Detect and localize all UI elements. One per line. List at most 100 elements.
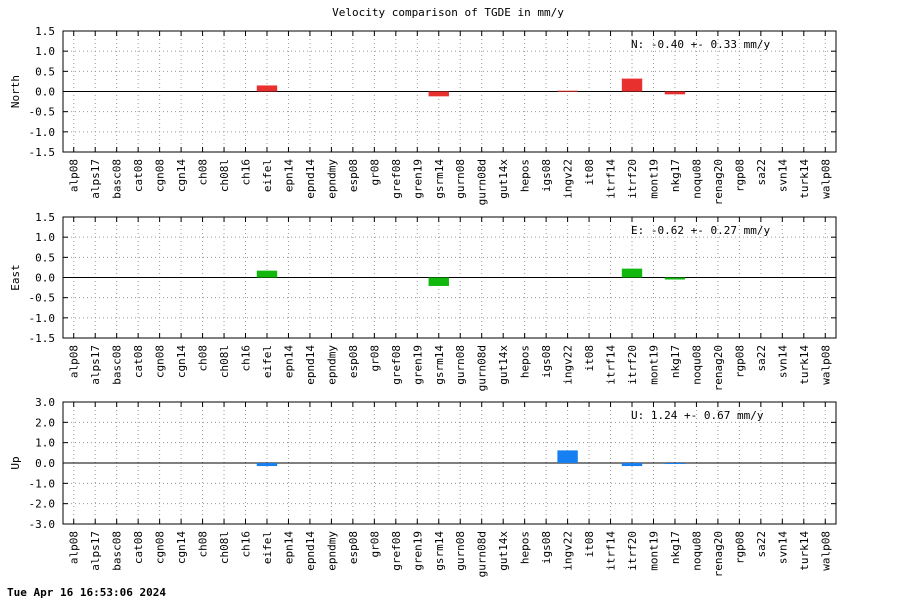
plot-frame: [62, 216, 837, 339]
category-label: epnd14: [304, 345, 317, 385]
bar-eifel: [256, 85, 278, 92]
y-axis-label-up: Up: [9, 456, 22, 469]
category-label: turk14: [798, 159, 811, 199]
category-label: ch08: [197, 345, 210, 372]
category-label: ch08l: [218, 159, 231, 192]
y-tick-label: 0.0: [35, 272, 55, 285]
y-tick-label: 1.0: [35, 231, 55, 244]
category-label: igs08: [540, 159, 553, 192]
y-tick-label: 2.0: [35, 416, 55, 429]
category-label: gut14x: [497, 159, 510, 199]
y-tick-label: -1.5: [29, 332, 56, 345]
y-tick-label: -2.0: [29, 498, 56, 511]
y-tick-label: -1.5: [29, 146, 56, 159]
category-label: walp08: [819, 531, 832, 571]
category-label: esp08: [347, 345, 360, 378]
category-label: cat08: [132, 531, 145, 564]
category-label: sa22: [755, 345, 768, 372]
bar-itrf20: [621, 463, 643, 467]
category-label: rgp08: [733, 345, 746, 378]
category-label: gref08: [390, 159, 403, 199]
y-tick-label: 3.0: [35, 396, 55, 409]
category-label: epnd14: [304, 159, 317, 199]
category-label: ch08: [197, 159, 210, 186]
category-label: eifel: [261, 159, 274, 192]
category-label: turk14: [798, 345, 811, 385]
stat-annotation-north: N: -0.40 +- 0.33 mm/y: [631, 38, 770, 51]
category-label: gr08: [368, 159, 381, 186]
stat-annotation-up: U: 1.24 +- 0.67 mm/y: [631, 409, 764, 422]
y-tick-label: 1.5: [35, 25, 55, 38]
category-label: nkg17: [669, 345, 682, 378]
bar-itrf20: [621, 78, 643, 92]
plot-frame: [62, 30, 837, 153]
category-label: noqu08: [690, 531, 703, 571]
y-tick-label: 1.5: [35, 211, 55, 224]
category-label: eifel: [261, 345, 274, 378]
category-label: cat08: [132, 159, 145, 192]
category-label: cgn14: [175, 159, 188, 192]
category-label: alp08: [68, 159, 81, 192]
category-label: itrf20: [626, 345, 639, 385]
chart-title: Velocity comparison of TGDE in mm/y: [332, 6, 564, 19]
y-tick-label: 1.0: [35, 45, 55, 58]
y-tick-label: -1.0: [29, 312, 56, 325]
category-label: gurn08d: [476, 531, 489, 577]
category-label: alp08: [68, 531, 81, 564]
category-label: it08: [583, 345, 596, 372]
category-label: itrf14: [605, 159, 618, 199]
category-label: epnd14: [304, 531, 317, 571]
category-label: svn14: [776, 531, 789, 564]
category-label: epndmy: [325, 531, 338, 571]
category-label: alps17: [89, 531, 102, 571]
timestamp-footer: Tue Apr 16 16:53:06 2024: [7, 586, 166, 599]
category-label: ch08l: [218, 531, 231, 564]
bar-eifel: [256, 463, 278, 467]
category-label: itrf14: [605, 531, 618, 571]
category-label: svn14: [776, 159, 789, 192]
category-label: it08: [583, 531, 596, 558]
category-label: itrf14: [605, 345, 618, 385]
category-label: nkg17: [669, 159, 682, 192]
category-label: alp08: [68, 345, 81, 378]
category-label: noqu08: [690, 159, 703, 199]
category-label: ingv22: [562, 159, 575, 199]
bar-ingv22: [557, 90, 578, 92]
category-label: cgn08: [154, 345, 167, 378]
y-tick-label: 0.0: [35, 86, 55, 99]
category-label: ch16: [240, 531, 253, 558]
plot-frame: [62, 401, 837, 525]
category-label: ch08: [197, 531, 210, 558]
category-label: ingv22: [562, 345, 575, 385]
category-label: gsrm14: [433, 159, 446, 199]
category-label: eifel: [261, 531, 274, 564]
bar-gsrm14: [428, 91, 449, 97]
category-label: gut14x: [497, 531, 510, 571]
category-label: rgp08: [733, 159, 746, 192]
category-label: esp08: [347, 159, 360, 192]
category-label: gren19: [411, 159, 424, 199]
category-label: ch08l: [218, 345, 231, 378]
category-label: walp08: [819, 159, 832, 199]
category-label: itrf20: [626, 159, 639, 199]
category-label: cgn08: [154, 159, 167, 192]
category-label: sa22: [755, 531, 768, 558]
category-label: basc08: [111, 531, 124, 571]
category-label: mont19: [647, 159, 660, 199]
category-label: noqu08: [690, 345, 703, 385]
category-label: mont19: [647, 345, 660, 385]
panel-north: 1.5 1.0 0.5 0.0 -0.5 -1.0 -1.5 alp08 alps17 basc0…: [9, 25, 837, 205]
bar-nkg17: [664, 91, 686, 95]
category-label: walp08: [819, 345, 832, 385]
y-tick-label: -0.5: [29, 106, 56, 119]
bar-ingv22: [557, 450, 578, 463]
category-label: gurn08: [454, 531, 467, 571]
category-label: it08: [583, 159, 596, 186]
category-label: gr08: [368, 345, 381, 372]
category-label: gut14x: [497, 345, 510, 385]
bar-itrf20: [621, 268, 643, 278]
y-tick-label: 0.5: [35, 251, 55, 264]
stat-annotation-east: E: -0.62 +- 0.27 mm/y: [631, 224, 770, 237]
category-label: gren19: [411, 345, 424, 385]
category-label: cat08: [132, 345, 145, 378]
